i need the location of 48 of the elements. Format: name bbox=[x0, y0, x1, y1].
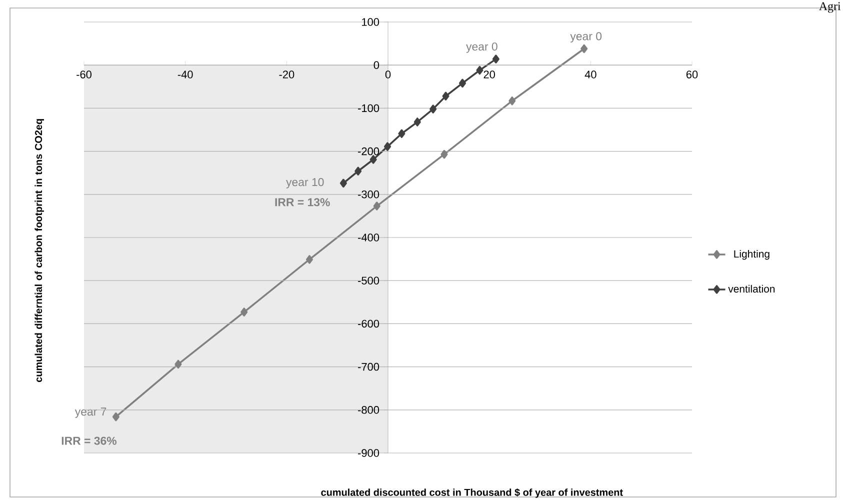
y-tick-label: -700 bbox=[358, 362, 380, 371]
point bbox=[384, 142, 392, 151]
point bbox=[354, 166, 362, 176]
point bbox=[240, 308, 248, 316]
point bbox=[112, 412, 120, 422]
annotation: IRR = 36% bbox=[62, 436, 117, 445]
point bbox=[458, 78, 466, 88]
legend-label: ventilation bbox=[728, 284, 775, 293]
y-tick-label: -800 bbox=[358, 406, 380, 414]
y-tick-label: 100 bbox=[362, 18, 380, 26]
text: Agri bbox=[819, 2, 841, 13]
y-tick-label: 0 bbox=[374, 61, 380, 69]
point bbox=[370, 155, 377, 164]
y-tick-label: -100 bbox=[358, 104, 380, 112]
y-tick-label: -900 bbox=[358, 449, 380, 457]
point bbox=[580, 44, 588, 54]
annotation: year 0 bbox=[570, 32, 602, 43]
point bbox=[306, 255, 313, 264]
x-tick-label: 40 bbox=[584, 70, 596, 78]
point bbox=[373, 202, 380, 210]
annotation: IRR = 13% bbox=[275, 198, 330, 206]
x-axis-title: cumulated discounted cost in Thousand $ of year of investment bbox=[321, 488, 623, 498]
point bbox=[476, 66, 484, 75]
x-tick-label: 20 bbox=[484, 70, 495, 78]
point bbox=[398, 129, 406, 138]
y-tick-label: -300 bbox=[358, 190, 380, 198]
point bbox=[442, 92, 450, 101]
legend-label: Lighting bbox=[734, 250, 770, 260]
y-axis-title: cumulated differntial of carbon footprint in tons CO2eq bbox=[34, 119, 44, 382]
y-tick-label: -200 bbox=[358, 147, 380, 156]
x-tick-label: -60 bbox=[76, 70, 92, 78]
annotation: year 7 bbox=[74, 408, 106, 418]
annotation: year 10 bbox=[286, 178, 324, 188]
point bbox=[174, 360, 182, 369]
x-tick-label: 60 bbox=[686, 70, 698, 78]
point bbox=[430, 104, 437, 114]
x-tick-label: 0 bbox=[385, 70, 391, 78]
point bbox=[492, 54, 500, 64]
y-tick-label: -500 bbox=[358, 276, 380, 284]
point bbox=[340, 178, 347, 188]
x-tick-label: -40 bbox=[178, 70, 193, 78]
point bbox=[508, 96, 516, 106]
y-tick-label: -600 bbox=[358, 320, 380, 328]
point bbox=[440, 150, 448, 159]
x-tick-label: -20 bbox=[279, 70, 294, 78]
point bbox=[414, 118, 421, 126]
y-tick-label: -400 bbox=[358, 234, 380, 242]
annotation: year 0 bbox=[466, 42, 498, 53]
